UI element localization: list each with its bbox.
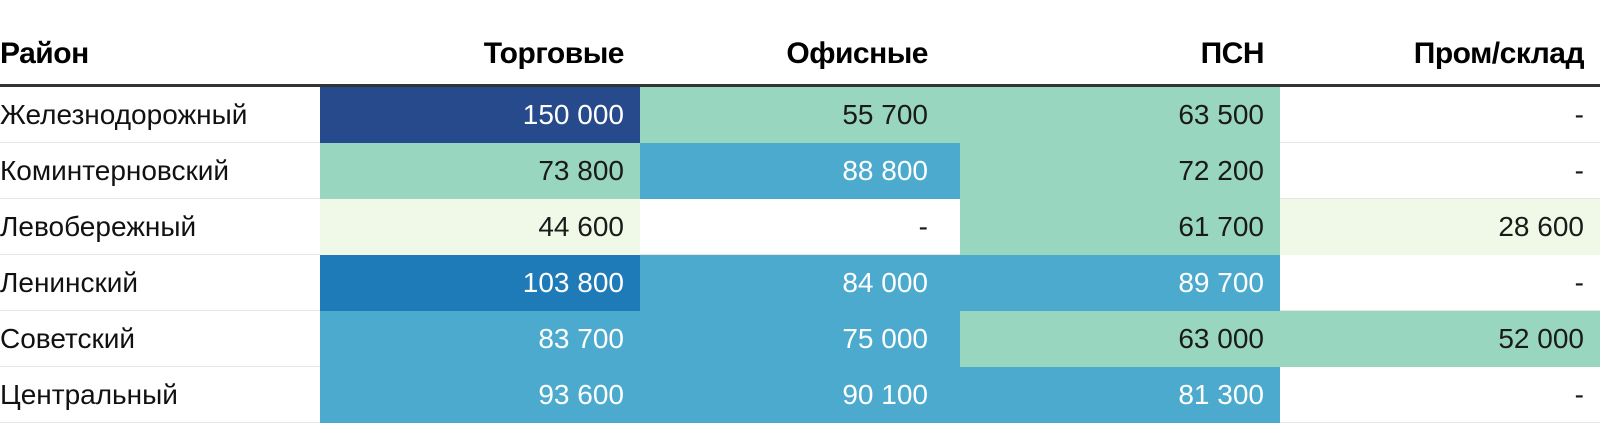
cell-office: 88 800 [640,142,960,199]
cell-retail: 83 700 [320,310,640,367]
table-row: Железнодорожный 150 000 55 700 63 500- [0,85,1600,143]
cell-industrial: - [1280,254,1600,311]
cell-psn: 89 700 [960,254,1280,311]
district-name: Коминтерновский [0,142,320,199]
cell-industrial: - [1280,85,1600,143]
cell-office: 90 100 [640,366,960,423]
district-name: Советский [0,310,320,367]
column-header-psn: ПСН [960,24,1280,87]
cell-industrial: - [1280,142,1600,199]
cell-retail: 44 600 [320,198,640,255]
table-row: Ленинский 103 800 84 000 89 700- [0,254,1600,311]
district-name: Железнодорожный [0,85,320,143]
cell-office: 84 000 [640,254,960,311]
cell-office: - [640,198,960,255]
table-row: Центральный 93 600 90 100 81 300- [0,366,1600,423]
column-header-office: Офисные [640,24,960,87]
cell-retail: 73 800 [320,142,640,199]
cell-industrial: - [1280,366,1600,423]
cell-psn: 63 000 [960,310,1280,367]
cell-office: 55 700 [640,85,960,143]
cell-psn: 61 700 [960,198,1280,255]
district-name: Левобережный [0,198,320,255]
district-name: Центральный [0,366,320,423]
column-header-retail: Торговые [320,24,640,87]
cell-retail: 150 000 [320,85,640,143]
table-header-row: Район Торговые Офисные ПСН Пром/склад [0,24,1600,87]
price-table: Район Торговые Офисные ПСН Пром/склад Же… [0,24,1600,423]
cell-industrial: 52 000 [1280,310,1600,367]
cell-psn: 63 500 [960,85,1280,143]
table-row: Левобережный 44 600-61 700 28 600 [0,198,1600,255]
cell-office: 75 000 [640,310,960,367]
column-header-district: Район [0,24,320,87]
column-header-industrial: Пром/склад [1280,24,1600,87]
cell-industrial: 28 600 [1280,198,1600,255]
cell-retail: 93 600 [320,366,640,423]
cell-psn: 72 200 [960,142,1280,199]
district-name: Ленинский [0,254,320,311]
cell-retail: 103 800 [320,254,640,311]
table-body: Железнодорожный 150 000 55 700 63 500- Комин… [0,85,1600,423]
table-row: Коминтерновский 73 800 88 800 72 200- [0,142,1600,199]
table-row: Советский 83 700 75 000 63 000 52 000 [0,310,1600,367]
cell-psn: 81 300 [960,366,1280,423]
